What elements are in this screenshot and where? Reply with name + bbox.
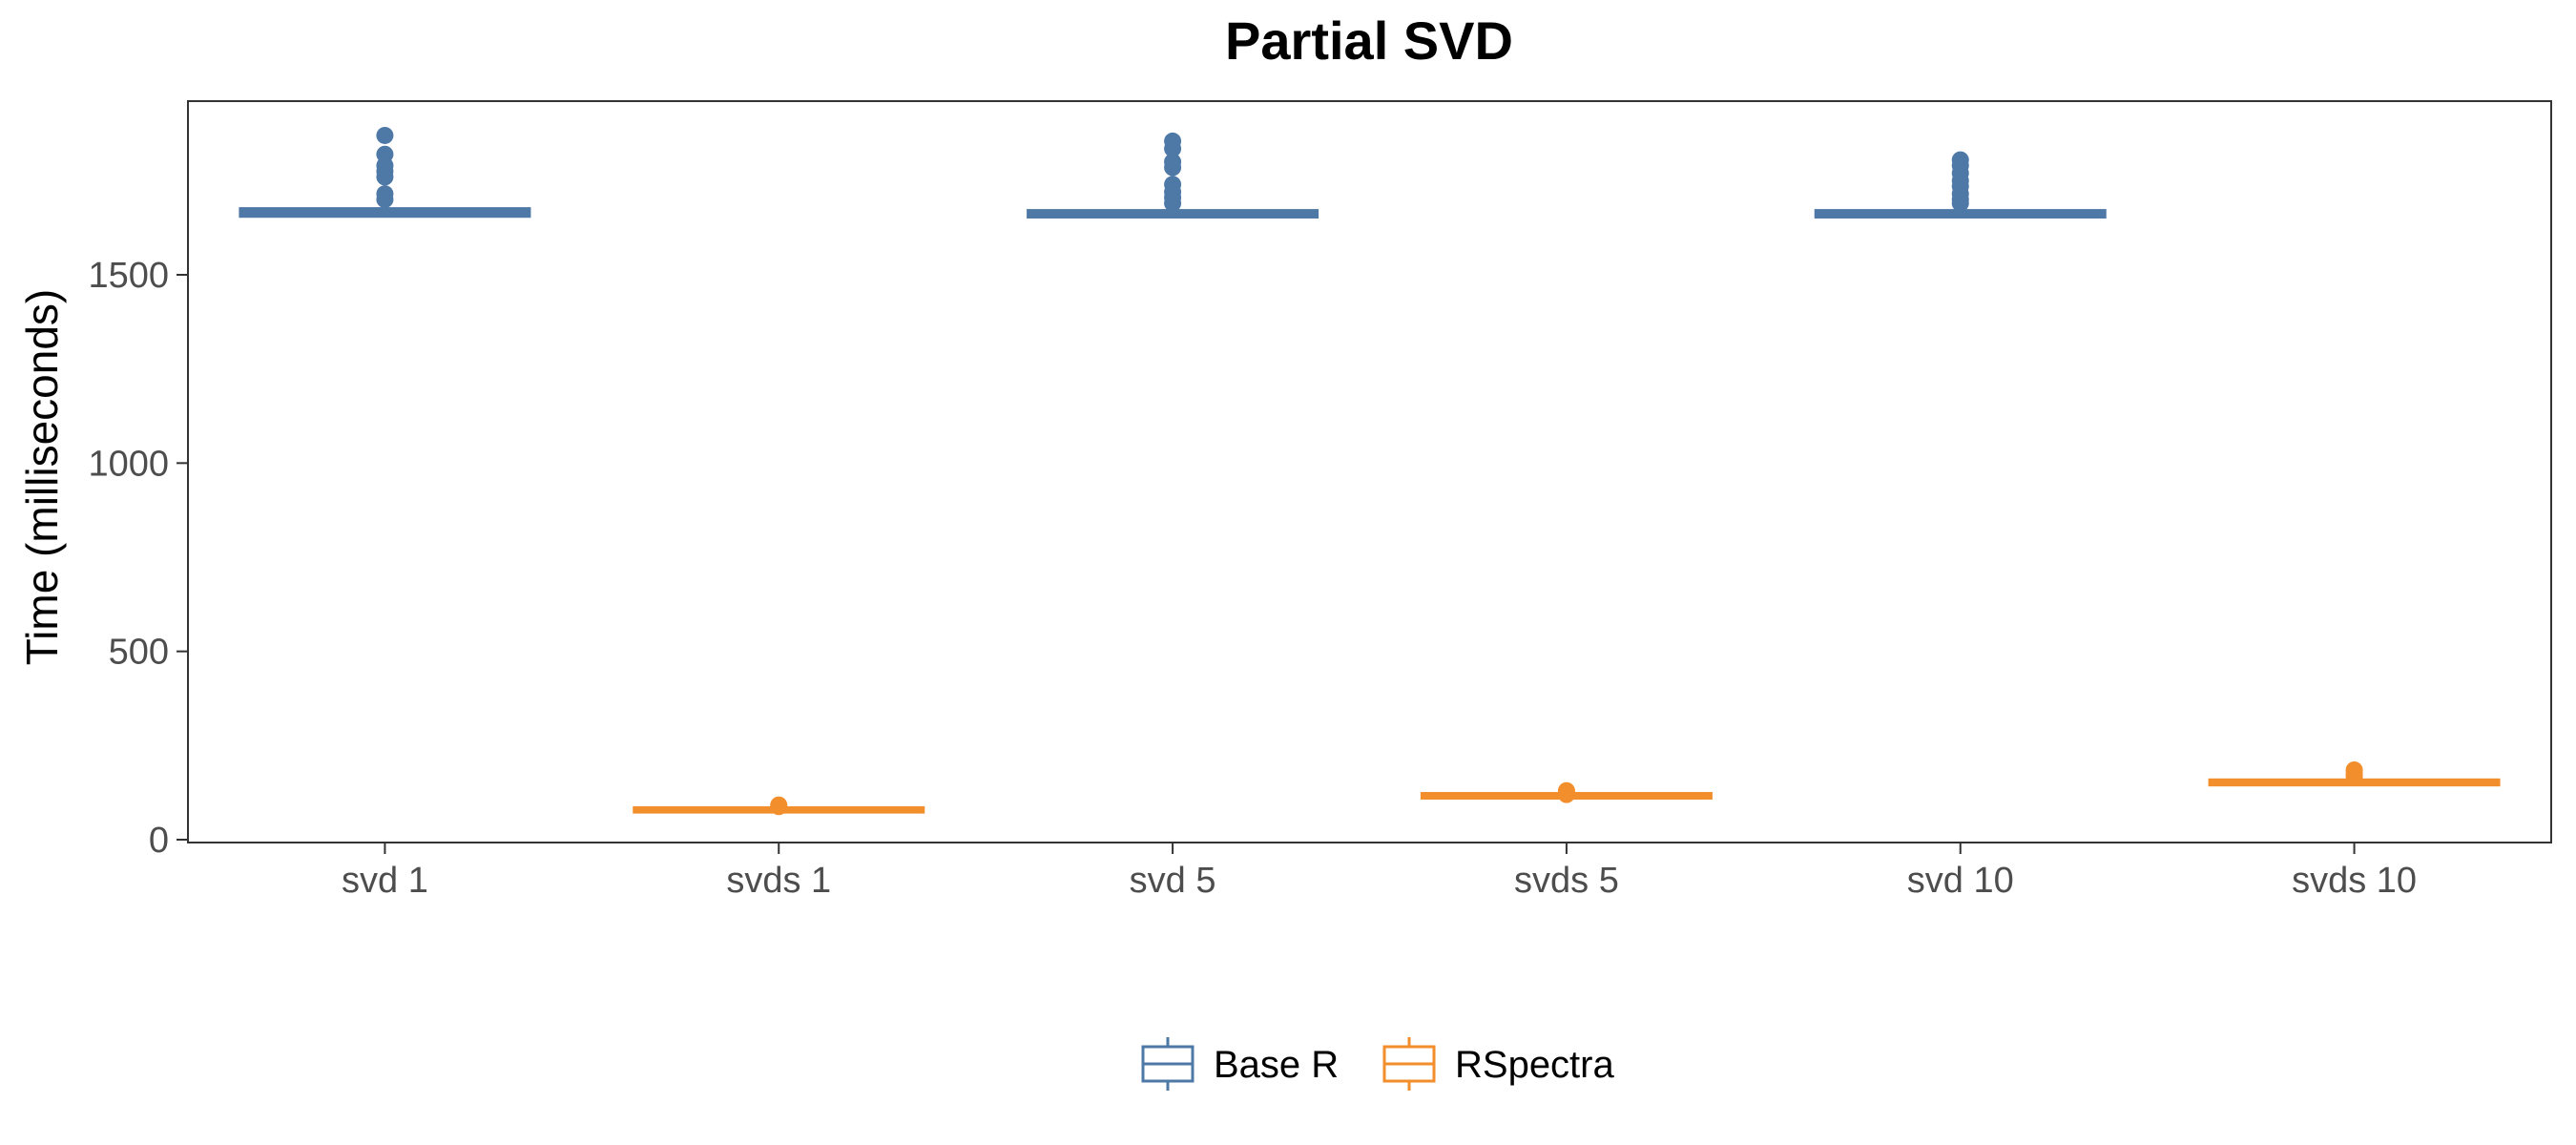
boxplot-svds-1 (633, 796, 925, 816)
outlier-point (1164, 195, 1182, 213)
boxplot-svd-1 (239, 126, 531, 219)
boxplot-svds-10 (2208, 760, 2501, 787)
legend-item-rspectra: RSpectra (1382, 1037, 1614, 1091)
x-tick-label: svd 5 (1130, 861, 1216, 901)
boxplot-svd-10 (1814, 151, 2107, 219)
x-tick-label: svds 5 (1514, 861, 1619, 901)
boxplot-svd-5 (1027, 132, 1319, 219)
x-tick-label: svd 1 (342, 861, 428, 901)
outlier-point (1557, 785, 1575, 803)
outlier-point (770, 798, 788, 816)
outlier-point (376, 191, 394, 209)
y-axis: 0 500 1000 1500 (88, 256, 188, 861)
outlier-point (1164, 158, 1182, 177)
legend: Base R RSpectra (1141, 1037, 1614, 1091)
y-axis-title: Time (milliseconds) (17, 289, 67, 665)
x-axis: svd 1 svds 1 svd 5 svds 5 svd 10 svds 10 (342, 843, 2417, 901)
outlier-point (1164, 139, 1182, 157)
plot-panel (187, 100, 2552, 843)
legend-item-base-r: Base R (1141, 1037, 1339, 1091)
boxplot-layer (239, 126, 2501, 816)
y-tick-label: 1500 (88, 256, 169, 296)
y-tick-label: 0 (149, 821, 169, 861)
legend-label: Base R (1214, 1044, 1339, 1086)
outlier-point (376, 126, 394, 144)
x-tick-label: svds 1 (726, 861, 831, 901)
boxplot-svds-5 (1420, 781, 1713, 803)
x-tick-label: svds 10 (2292, 861, 2417, 901)
outlier-point (376, 168, 394, 186)
outlier-point (1951, 195, 1969, 213)
legend-label: RSpectra (1455, 1044, 1614, 1086)
y-tick-label: 500 (109, 633, 169, 673)
outlier-point (2345, 767, 2363, 785)
x-tick-label: svd 10 (1907, 861, 2014, 901)
chart-title: Partial SVD (1225, 10, 1513, 71)
y-tick-label: 1000 (88, 444, 169, 484)
